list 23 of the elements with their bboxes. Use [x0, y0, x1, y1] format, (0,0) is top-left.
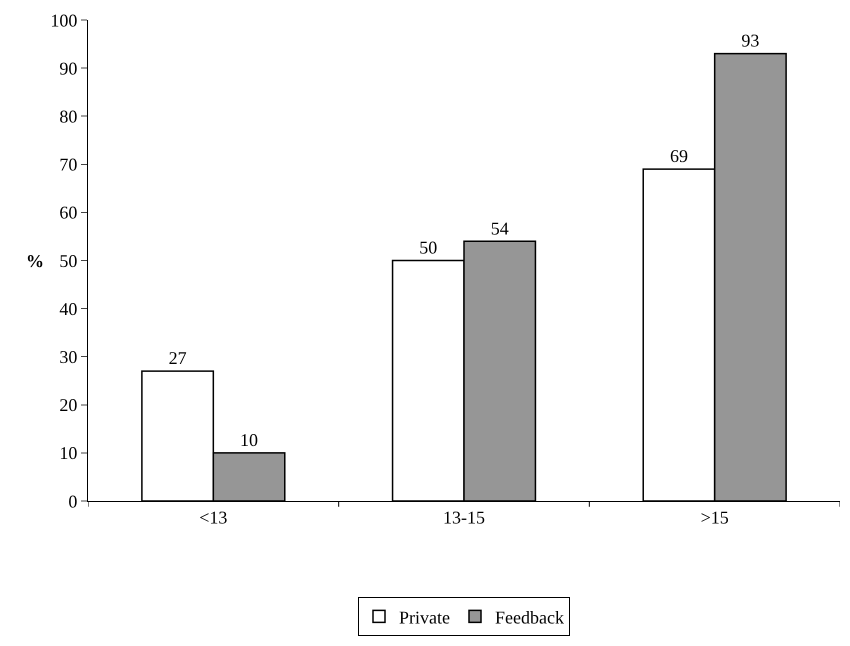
x-tick-label: >15 [700, 508, 729, 528]
x-tick-label: 13-15 [443, 508, 485, 528]
y-axis-title: % [26, 251, 44, 271]
data-label: 50 [419, 238, 438, 258]
y-tick-label: 80 [59, 106, 78, 126]
legend-label: Feedback [495, 607, 564, 628]
data-label: 10 [240, 430, 258, 450]
y-tick-label: 10 [59, 443, 78, 464]
data-label: 93 [741, 30, 760, 51]
y-tick-label: 20 [59, 395, 78, 416]
y-tick-label: 0 [68, 491, 78, 512]
y-tick-label: 50 [59, 250, 78, 271]
y-tick-label: 40 [59, 298, 78, 319]
data-label: 27 [168, 348, 187, 368]
y-tick-label: 100 [50, 10, 78, 30]
data-label: 69 [670, 146, 688, 166]
x-tick-label: <13 [199, 508, 228, 528]
y-tick-label: 60 [59, 202, 78, 223]
data-label: 54 [490, 218, 509, 238]
y-tick-label: 30 [59, 347, 78, 367]
y-tick-label: 90 [59, 58, 78, 78]
y-tick-label: 70 [59, 154, 78, 175]
legend-label: Private [399, 607, 450, 628]
